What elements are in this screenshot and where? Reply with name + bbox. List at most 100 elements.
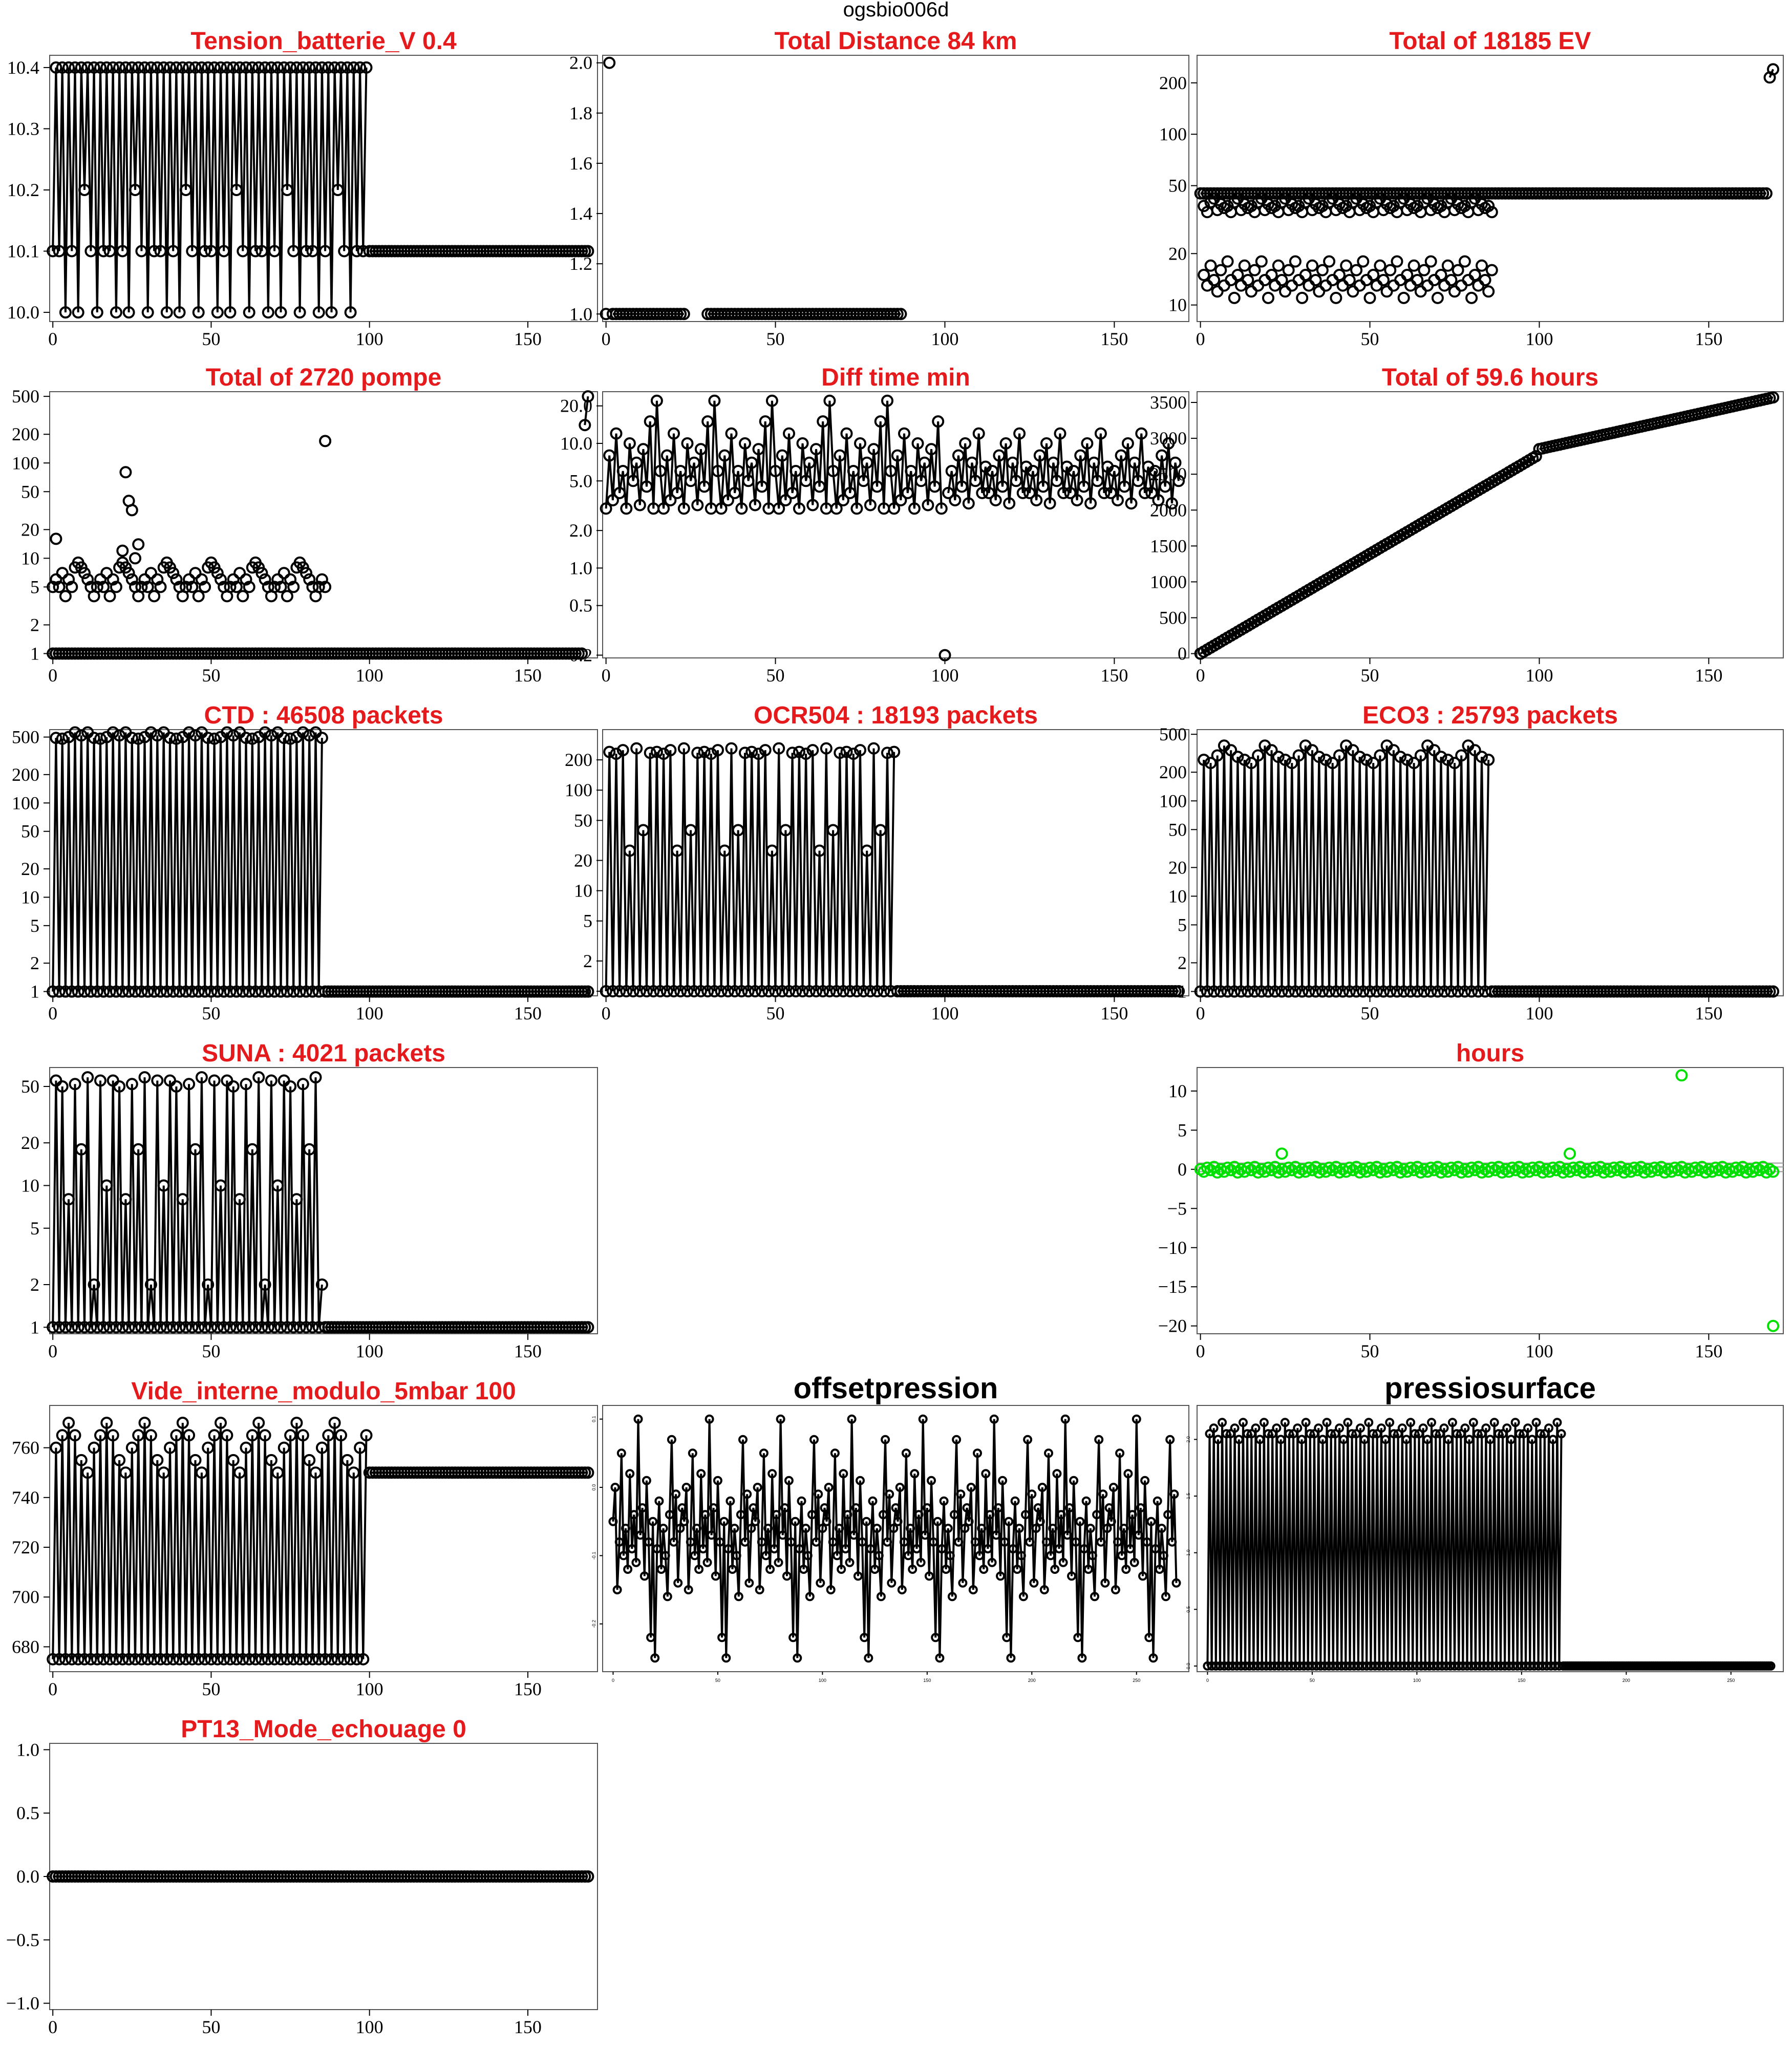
data-point xyxy=(621,1524,630,1533)
x-tick-label: 0 xyxy=(48,329,57,349)
y-tick-label: 5 xyxy=(1178,1120,1187,1140)
data-point xyxy=(1071,1537,1081,1547)
data-point xyxy=(929,1537,938,1547)
data-point xyxy=(1214,985,1227,998)
data-point xyxy=(1125,497,1138,510)
data-point xyxy=(870,1565,880,1574)
data-point xyxy=(1261,1661,1271,1671)
data-point xyxy=(1411,985,1424,998)
data-point xyxy=(1079,1544,1089,1553)
data-point xyxy=(1275,985,1288,998)
data-point xyxy=(1276,1435,1286,1444)
data-point xyxy=(1169,1489,1179,1499)
data-point xyxy=(97,581,110,593)
data-point xyxy=(186,1321,199,1334)
data-point xyxy=(1465,291,1478,304)
data-point xyxy=(246,1429,259,1442)
data-point xyxy=(189,1454,202,1466)
data-point xyxy=(240,61,252,74)
data-point xyxy=(189,61,202,74)
y-tick-label: 10 xyxy=(21,887,39,907)
data-point xyxy=(1458,255,1471,268)
chart-panel: PT13_Mode_echouage 00 50 100 150−1.0−0.50.0… xyxy=(6,1716,598,2037)
data-point xyxy=(56,732,69,745)
data-point xyxy=(122,567,135,580)
data-point xyxy=(97,985,110,998)
data-point xyxy=(1303,985,1315,998)
data-point xyxy=(1165,1435,1175,1444)
data-point xyxy=(1378,1661,1388,1671)
data-point xyxy=(1328,1661,1338,1671)
data-point xyxy=(180,985,192,998)
x-tick-label: 250 xyxy=(1727,1678,1735,1683)
data-point xyxy=(47,985,59,998)
data-point xyxy=(296,1429,309,1442)
data-point xyxy=(1404,985,1417,998)
data-point xyxy=(135,1321,148,1334)
data-point xyxy=(707,1530,716,1540)
data-point xyxy=(927,1476,936,1485)
data-point xyxy=(1152,494,1165,506)
data-point xyxy=(1171,1578,1181,1588)
data-point xyxy=(1529,450,1542,463)
data-point xyxy=(1435,1429,1445,1439)
data-point xyxy=(1162,437,1175,450)
data-point xyxy=(1377,274,1390,286)
data-point xyxy=(1023,486,1036,499)
chart-title: hours xyxy=(1456,1040,1524,1067)
data-point xyxy=(1284,1429,1294,1439)
data-point xyxy=(853,1571,863,1581)
data-point xyxy=(809,1435,819,1444)
data-point xyxy=(199,581,211,593)
data-point xyxy=(303,573,316,586)
data-point xyxy=(650,745,663,758)
data-point xyxy=(779,494,792,506)
data-point xyxy=(281,1321,293,1334)
data-point xyxy=(938,649,951,662)
data-point xyxy=(180,1653,192,1666)
data-point xyxy=(103,1321,116,1334)
data-point xyxy=(1224,1661,1233,1671)
data-point xyxy=(793,745,805,758)
y-tick-label: -0.2 xyxy=(591,1620,596,1628)
data-point xyxy=(1313,751,1326,763)
data-point xyxy=(1525,1661,1535,1671)
y-tick-label: 50 xyxy=(21,821,39,842)
x-tick-label: 100 xyxy=(931,329,958,349)
data-point xyxy=(1225,744,1238,757)
data-point xyxy=(350,1653,363,1666)
y-tick-label: 2 xyxy=(30,953,39,973)
data-point xyxy=(116,544,129,557)
data-point xyxy=(847,748,860,760)
data-point xyxy=(1472,204,1485,217)
data-point xyxy=(1638,1166,1651,1179)
series-line xyxy=(52,1077,323,1328)
data-point xyxy=(989,1414,999,1424)
data-point xyxy=(1537,1166,1549,1179)
y-tick-label: 50 xyxy=(1168,819,1187,840)
data-point xyxy=(1383,1661,1393,1671)
data-point xyxy=(1084,497,1097,510)
data-point xyxy=(154,985,167,998)
data-point xyxy=(1239,1418,1248,1427)
data-point xyxy=(889,1524,899,1533)
data-point xyxy=(1150,1544,1160,1553)
data-point xyxy=(732,465,744,477)
data-point xyxy=(271,61,284,74)
data-point xyxy=(100,61,113,74)
data-point xyxy=(303,61,316,74)
data-point xyxy=(1364,1418,1374,1427)
data-point xyxy=(1215,1661,1225,1671)
data-point xyxy=(1305,1429,1315,1439)
data-point xyxy=(664,494,677,506)
data-point xyxy=(164,732,176,744)
y-tick-label: 500 xyxy=(1159,724,1187,744)
x-tick-label: 150 xyxy=(923,1678,931,1683)
data-point xyxy=(1391,255,1403,268)
chart-title: Total of 18185 EV xyxy=(1390,28,1591,55)
data-point xyxy=(986,465,999,477)
data-point xyxy=(312,306,325,319)
data-point xyxy=(129,184,141,196)
data-point xyxy=(1422,1435,1432,1444)
data-point xyxy=(793,502,805,515)
